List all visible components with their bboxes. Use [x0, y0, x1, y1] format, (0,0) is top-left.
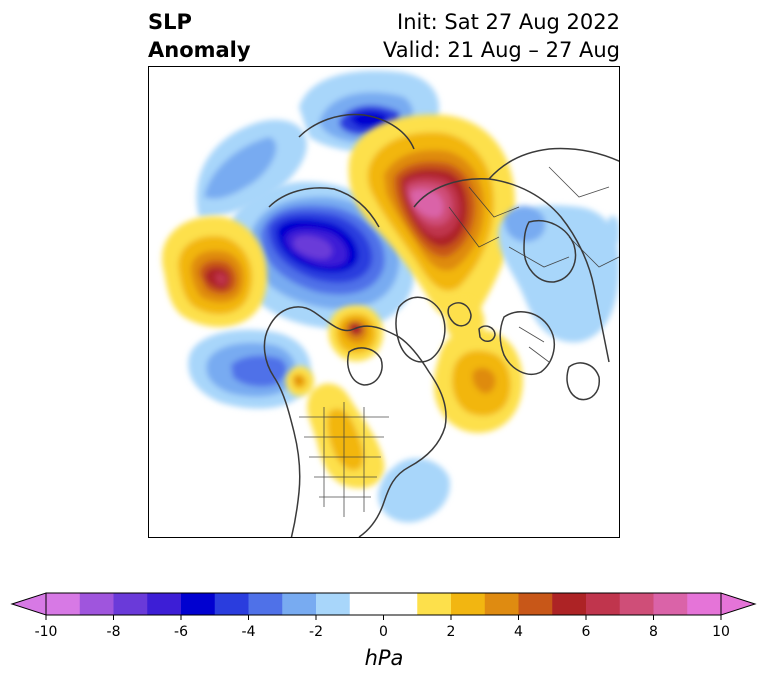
colorbar-tick-label: 8 [649, 624, 658, 640]
colorbar-cell [619, 593, 654, 615]
colorbar-cell [586, 593, 621, 615]
colorbar-cell [484, 593, 519, 615]
anomaly-positive-pacific [162, 216, 268, 328]
anomaly-positive-siberia [348, 114, 515, 320]
anomaly-positive-atlantic [434, 298, 523, 433]
title-init: Init: Sat 27 Aug 2022 [397, 10, 620, 34]
colorbar-tick-label: -4 [241, 624, 256, 640]
colorbar-tick-label: -6 [174, 624, 188, 640]
colorbar-tick-label: 6 [581, 624, 591, 640]
colorbar-min-arrow [10, 592, 47, 616]
colorbar-cell [687, 593, 722, 615]
coastlines [263, 113, 619, 537]
colorbar-cell [518, 593, 553, 615]
colorbar [10, 592, 757, 620]
title-valid: Valid: 21 Aug – 27 Aug [382, 38, 620, 62]
colorbar-ticks [45, 615, 722, 620]
colorbar-tick-label: 10 [712, 624, 730, 640]
anomaly-positive-plains [285, 366, 385, 489]
anomaly-positive-hudson [328, 305, 384, 362]
colorbar-tick-label: 2 [446, 624, 456, 640]
anomaly-map [148, 66, 620, 538]
title-variable: SLP [148, 10, 192, 34]
chart-title-left: SLP Anomaly [148, 8, 251, 64]
colorbar-unit: hPa [364, 646, 404, 670]
colorbar-cells [46, 593, 722, 615]
colorbar-cell [147, 593, 182, 615]
chart-title-right: Init: Sat 27 Aug 2022 Valid: 21 Aug – 27… [383, 8, 620, 64]
political-borders [299, 166, 619, 517]
colorbar-cell [349, 593, 384, 615]
colorbar-cell [417, 593, 452, 615]
colorbar-cell [552, 593, 587, 615]
anomaly-negative-east [498, 205, 619, 343]
title-anomaly: Anomaly [148, 38, 251, 62]
colorbar-tick-label: -10 [34, 624, 58, 640]
colorbar-cell [451, 593, 486, 615]
colorbar-max-arrow [720, 592, 757, 616]
colorbar-tick-label: -2 [309, 624, 323, 640]
map-svg [162, 70, 619, 537]
anomaly-negative-south [378, 458, 450, 523]
colorbar-tick-label: 0 [379, 624, 388, 640]
colorbar-tick-label: 4 [514, 624, 523, 640]
colorbar-cell [113, 593, 148, 615]
colorbar-cell [181, 593, 216, 615]
colorbar-cell [248, 593, 283, 615]
colorbar-cell [46, 593, 81, 615]
colorbar-cell [214, 593, 249, 615]
colorbar-cell [79, 593, 114, 615]
anomaly-negative-northwest [196, 119, 307, 217]
colorbar-cell [316, 593, 351, 615]
colorbar-tick-label: -8 [106, 624, 121, 640]
colorbar-cell [383, 593, 418, 615]
colorbar-cell [653, 593, 688, 615]
colorbar-cell [282, 593, 317, 615]
